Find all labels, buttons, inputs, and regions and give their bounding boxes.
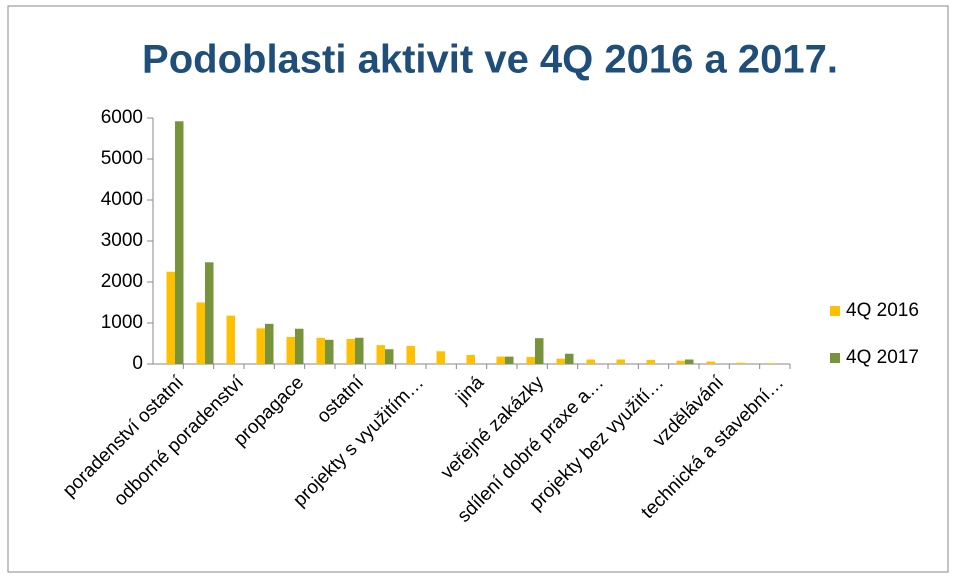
y-tick-label: 0 [132, 353, 143, 374]
y-tick-label: 2000 [101, 271, 143, 292]
bar [685, 359, 694, 364]
bar [355, 337, 364, 364]
y-tick-label: 3000 [101, 230, 143, 251]
bar [316, 337, 325, 364]
bar [565, 353, 574, 364]
bar [535, 338, 544, 364]
bar [766, 363, 775, 364]
bar [556, 358, 565, 364]
bar [436, 351, 445, 364]
bar [505, 356, 514, 364]
bar [526, 357, 535, 364]
bar [496, 356, 505, 364]
bar [466, 354, 475, 364]
bar [676, 360, 685, 364]
y-tick-label: 1000 [101, 312, 143, 333]
bar [406, 345, 415, 364]
bar [376, 345, 385, 364]
bar [226, 315, 235, 364]
bar [256, 328, 265, 364]
y-tick-label: 4000 [101, 189, 143, 210]
bar [286, 336, 295, 364]
chart-title: Podoblasti aktivit ve 4Q 2016 a 2017. [142, 38, 838, 82]
bar [265, 323, 274, 364]
y-tick-label: 6000 [101, 107, 143, 128]
bar [385, 349, 394, 364]
bar [736, 362, 745, 364]
bar [166, 271, 175, 364]
legend-swatch [830, 306, 840, 316]
legend-swatch [830, 353, 840, 363]
bar [295, 328, 304, 364]
legend-label: 4Q 2017 [846, 347, 919, 368]
y-tick-label: 5000 [101, 148, 143, 169]
bar [196, 302, 205, 364]
bar [586, 359, 595, 364]
bar [646, 359, 655, 364]
legend-label: 4Q 2016 [846, 300, 919, 321]
bar [346, 338, 355, 364]
bar [205, 262, 214, 364]
chart-border [7, 5, 949, 573]
bar [706, 361, 715, 364]
bar [175, 121, 184, 364]
bar [616, 359, 625, 364]
bar [325, 339, 334, 364]
